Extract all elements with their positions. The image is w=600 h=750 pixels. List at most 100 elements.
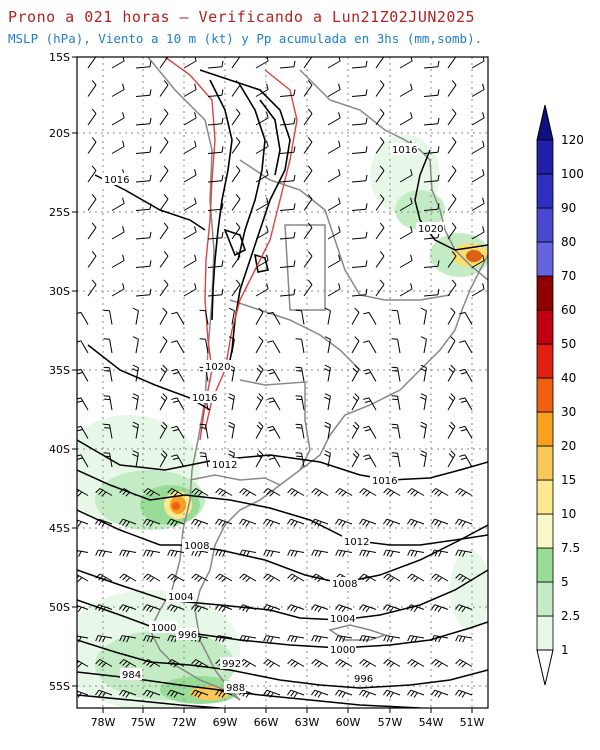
wind-barb [447,222,457,240]
wind-barb [455,573,473,583]
lat-label: 45S [49,522,70,535]
wind-barb [447,80,457,97]
wind-barb [431,549,449,557]
wind-barb [143,549,161,557]
wind-barb [255,169,269,183]
wind-barb [167,659,185,668]
wind-barb [287,488,305,497]
wind-barb [279,146,296,154]
wind-barb [215,635,233,643]
wind-barb [111,83,125,97]
isobar-label: 1012 [344,537,369,548]
wind-barb [142,518,161,527]
wind-barb [183,169,197,183]
wind-barb [303,108,313,126]
colorbar-box [536,615,554,651]
lon-label: 72W [172,716,197,729]
wind-barb [199,452,209,468]
wind-barb [406,518,425,527]
wind-barb [159,194,169,211]
wind-barb [351,203,368,211]
wind-barb [324,307,331,325]
wind-barb [111,140,125,154]
wind-barb [190,689,209,698]
wind-barb [111,57,125,69]
wind-barb [159,421,168,439]
high-isobar-red [164,57,298,441]
wind-barb [363,368,377,382]
wind-barb [171,425,185,439]
wind-barb [262,689,281,698]
wind-barb [159,450,168,468]
lat-label: 15S [49,51,70,64]
wind-barb [303,165,313,183]
wind-barb [231,194,241,211]
wind-barb [327,169,341,183]
wind-barb [279,288,296,297]
wind-barb [447,450,456,468]
wind-barb [459,397,473,411]
wind-barb [77,454,89,468]
wind-barb [215,549,233,557]
isobar-label: 996 [354,674,373,685]
wind-barb [430,518,449,527]
wind-barb [167,573,185,583]
wind-barb [351,393,360,411]
wind-barb [423,260,440,268]
wind-barb [239,635,257,643]
isobar-label: 996 [178,630,197,641]
wind-barb [359,549,377,557]
wind-barb [430,689,449,698]
isobar-label: 1020 [205,362,230,373]
lat-lon-grid [77,57,488,708]
wind-barb [255,197,269,211]
wind-barb [231,165,241,183]
wind-barb [423,174,440,183]
wind-barb [87,251,97,268]
wind-barb [311,635,329,643]
wind-barb [391,395,401,411]
wind-barb [239,549,257,557]
wind-barb [231,80,241,97]
wind-barb [375,108,385,126]
lon-label: 75W [131,716,156,729]
wind-barb [95,635,113,643]
wind-barb [143,573,161,583]
wind-barb [447,137,457,154]
colorbar-box [536,547,554,583]
isobar-label: 988 [226,683,245,694]
wind-barb [159,108,169,126]
wind-barb [95,659,113,668]
wind-barb [358,604,377,613]
wind-barb [303,222,313,240]
wind-barb [87,137,97,154]
wind-barb [383,635,401,643]
lat-label: 35S [49,364,70,377]
wind-barb [399,283,413,297]
wind-barb [207,146,224,154]
wind-barb [447,307,456,325]
wind-barb [228,336,235,354]
wind-barb [363,311,377,325]
colorbar-box [536,173,554,209]
wind-barb [279,89,296,97]
wind-barb [459,368,473,382]
wind-barb [327,140,341,154]
colorbar-label: 100 [561,167,584,181]
wind-barb [471,197,485,211]
wind-barb [77,368,89,382]
wind-barb [382,689,401,698]
wind-barb [471,283,485,297]
wind-barb [471,140,485,154]
wind-barb [119,549,137,557]
wind-barb [87,80,97,97]
wind-barb [363,340,377,354]
wind-barb [383,549,401,557]
wind-barb [111,283,125,297]
wind-barb [135,117,152,126]
wind-barb [214,604,233,613]
colorbar-box [536,139,554,175]
wind-barb [183,254,197,268]
wind-barb [207,60,224,69]
wind-barb [103,366,113,382]
